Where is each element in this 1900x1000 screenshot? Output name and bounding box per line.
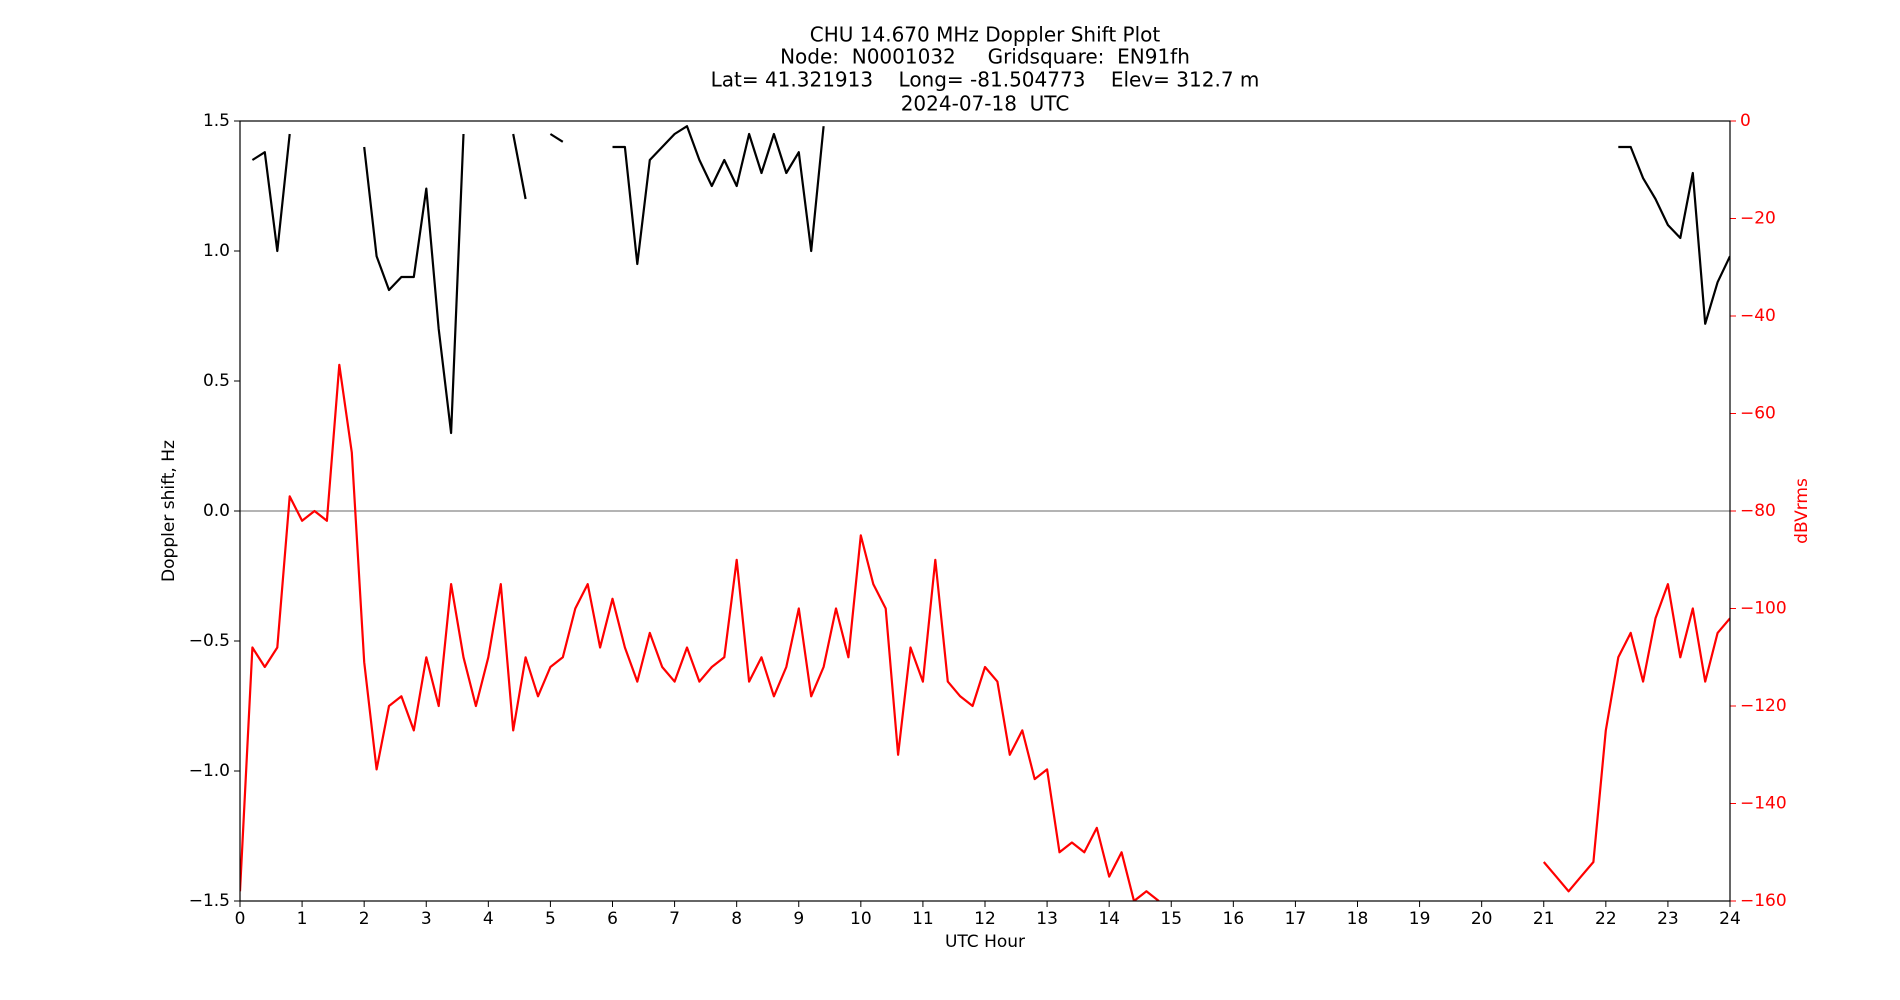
x-tick-label: 16	[1223, 909, 1245, 929]
x-tick-label: 19	[1409, 909, 1431, 929]
x-tick-label: 23	[1657, 909, 1679, 929]
y-tick-label: −1.0	[189, 761, 230, 781]
y-tick-label: 1.5	[203, 111, 230, 131]
y2-tick-label: 0	[1740, 111, 1751, 131]
x-tick-label: 11	[912, 909, 934, 929]
y2-tick-label: −120	[1740, 696, 1787, 716]
x-tick-label: 1	[297, 909, 308, 929]
x-tick-label: 18	[1347, 909, 1369, 929]
y-tick-label: −1.5	[189, 891, 230, 911]
series-line	[251, 125, 1730, 435]
y-tick-label: 0.5	[203, 371, 230, 391]
x-tick-label: 5	[545, 909, 556, 929]
y2-tick-label: −140	[1740, 794, 1787, 814]
y2-tick-label: −20	[1740, 209, 1776, 229]
x-tick-label: 6	[607, 909, 618, 929]
x-tick-label: 17	[1285, 909, 1307, 929]
x-tick-label: 0	[235, 909, 246, 929]
x-tick-label: 21	[1533, 909, 1555, 929]
x-tick-label: 24	[1719, 909, 1741, 929]
chart-title: CHU 14.670 MHz Doppler Shift Plot	[810, 23, 1161, 47]
y-tick-label: −0.5	[189, 631, 230, 651]
y-axis-label: Doppler shift, Hz	[159, 440, 179, 582]
chart-subtitle: Lat= 41.321913 Long= -81.504773 Elev= 31…	[711, 68, 1260, 92]
y-tick-label: 0.0	[203, 501, 230, 521]
x-tick-label: 20	[1471, 909, 1493, 929]
y2-tick-label: −60	[1740, 404, 1776, 424]
y2-tick-label: −160	[1740, 891, 1787, 911]
x-tick-label: 22	[1595, 909, 1617, 929]
x-tick-label: 12	[974, 909, 996, 929]
x-tick-label: 10	[850, 909, 872, 929]
x-tick-label: 7	[669, 909, 680, 929]
y2-tick-label: −100	[1740, 599, 1787, 619]
x-tick-label: 9	[793, 909, 804, 929]
x-tick-label: 8	[731, 909, 742, 929]
series-line	[240, 363, 1730, 901]
x-axis-label: UTC Hour	[945, 932, 1025, 952]
plot-frame	[239, 120, 1731, 902]
x-tick-label: 3	[421, 909, 432, 929]
chart-subtitle: Node: N0001032 Gridsquare: EN91fh	[780, 45, 1190, 69]
x-tick-label: 2	[359, 909, 370, 929]
x-tick-label: 13	[1036, 909, 1058, 929]
chart-subtitle: 2024-07-18 UTC	[901, 92, 1070, 116]
x-tick-label: 15	[1160, 909, 1182, 929]
y2-tick-label: −40	[1740, 306, 1776, 326]
y2-tick-label: −80	[1740, 501, 1776, 521]
y-tick-label: 1.0	[203, 241, 230, 261]
x-tick-label: 14	[1098, 909, 1120, 929]
x-tick-label: 4	[483, 909, 494, 929]
y2-axis-label: dBVrms	[1792, 478, 1812, 544]
